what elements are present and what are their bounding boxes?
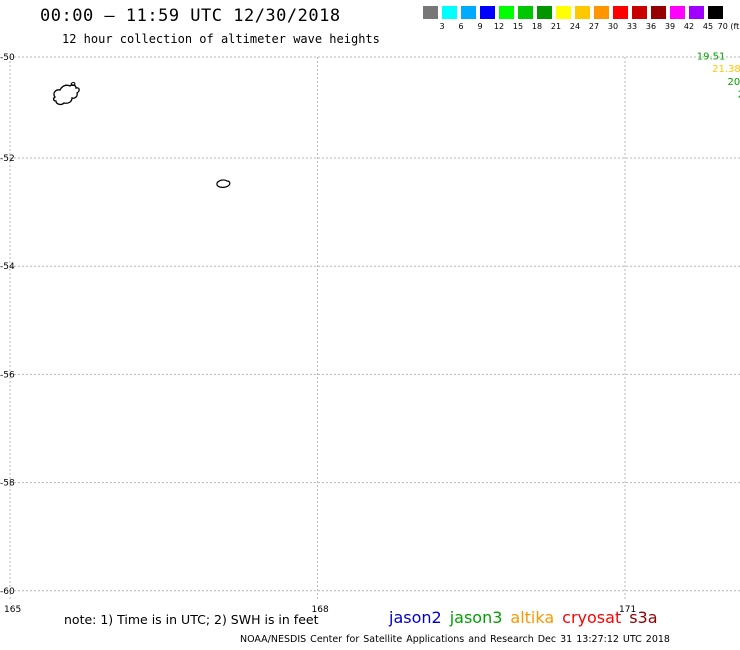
color-swatch — [480, 6, 495, 19]
credit-line: NOAA/NESDIS Center for Satellite Applica… — [240, 634, 670, 645]
color-scale-label: 15 — [512, 22, 524, 31]
latitude-label: -60 — [0, 587, 15, 597]
longitude-label: 165 — [4, 605, 21, 615]
color-scale-label: 18 — [531, 22, 543, 31]
latitude-label: -50 — [0, 53, 15, 63]
color-swatch — [423, 6, 438, 19]
color-swatch — [499, 6, 514, 19]
color-scale-label: 33 — [626, 22, 638, 31]
legend-item-cryosat: cryosat — [562, 608, 622, 627]
wave-height-values: 19.5121.3820.5020.4819.1618.4921.0120.48… — [697, 52, 740, 101]
longitude-labels: 165168171174177 — [4, 605, 636, 615]
color-swatch — [632, 6, 647, 19]
color-swatch — [594, 6, 609, 19]
color-scale-label: 36 — [645, 22, 657, 31]
color-swatch — [461, 6, 476, 19]
color-scale-label: 12 — [493, 22, 505, 31]
legend-item-jason3: jason3 — [449, 608, 503, 627]
color-scale-label: 70 (ft) — [717, 22, 740, 31]
color-swatch — [689, 6, 704, 19]
color-scale-label: 24 — [569, 22, 581, 31]
legend-item-jason2: jason2 — [389, 608, 442, 627]
footnote: note: 1) Time is in UTC; 2) SWH is in fe… — [64, 612, 319, 627]
color-scale-label: 39 — [664, 22, 676, 31]
color-scale-label: 3 — [439, 22, 445, 31]
map-grid — [9, 56, 740, 600]
satellite-legend: jason2 jason3 altika cryosat s3a — [389, 608, 666, 627]
color-swatch — [518, 6, 533, 19]
auckland-islet — [70, 82, 76, 86]
longitude-label: 168 — [312, 605, 329, 615]
color-scale-label: 30 — [607, 22, 619, 31]
color-swatch — [442, 6, 457, 19]
map-subtitle: 12 hour collection of altimeter wave hei… — [62, 32, 380, 46]
island-outlines — [52, 82, 231, 188]
latitude-label: -52 — [0, 154, 15, 164]
color-swatch — [613, 6, 628, 19]
color-scale-label: 21 — [550, 22, 562, 31]
color-swatch — [708, 6, 723, 19]
latitude-label: -56 — [0, 370, 15, 380]
color-swatch — [537, 6, 552, 19]
legend-item-s3a: s3a — [629, 608, 658, 627]
latitude-label: -58 — [0, 479, 15, 489]
color-scale-label: 9 — [477, 22, 483, 31]
wave-height-value: 21.38 — [712, 64, 740, 75]
color-swatch — [575, 6, 590, 19]
wave-height-value: 20.50 — [728, 77, 740, 88]
color-swatch — [651, 6, 666, 19]
color-scale-label: 42 — [683, 22, 695, 31]
color-scale-label: 27 — [588, 22, 600, 31]
map-title: 00:00 — 11:59 UTC 12/30/2018 — [40, 6, 341, 26]
legend-item-altika: altika — [510, 608, 555, 627]
campbell-island — [216, 179, 231, 188]
auckland-islands — [52, 84, 80, 106]
color-swatch — [670, 6, 685, 19]
color-scale-label: 45 — [702, 22, 714, 31]
latitude-label: -54 — [0, 262, 15, 272]
color-scale-label: 6 — [458, 22, 464, 31]
wave-height-value: 19.51 — [697, 52, 726, 63]
latitude-labels: -50 -52 -54 -56 -58 -60 — [0, 53, 15, 597]
longitude-label: 171 — [619, 605, 636, 615]
color-swatch — [556, 6, 571, 19]
wave-height-value: 20.48 — [738, 89, 740, 100]
